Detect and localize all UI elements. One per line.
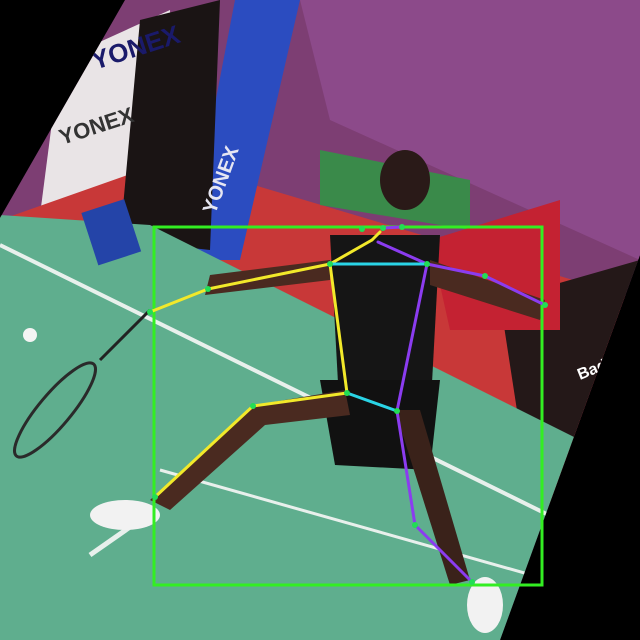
player-back-shoe: [467, 577, 503, 633]
keypoint-left-shoulder: [424, 261, 430, 267]
bone-right-torso: [328, 262, 349, 395]
keypoint-right-knee: [250, 403, 256, 409]
keypoint-left-elbow: [482, 273, 488, 279]
blue-pillar: [185, 0, 300, 260]
keypoint-right-wrist: [147, 309, 153, 315]
bone-left-elbow-wrist: [483, 274, 547, 307]
bone-right-elbow-wrist: [148, 287, 210, 314]
bone-head-neck: [370, 230, 382, 242]
pose-keypoints: [147, 224, 548, 585]
keypoint-left-wrist: [542, 302, 548, 308]
pose-skeleton: [148, 225, 547, 584]
keypoint-left-eye: [399, 224, 405, 230]
bone-left-torso: [395, 262, 429, 413]
bone-left-shin: [413, 523, 474, 584]
bone-left-thigh: [395, 409, 417, 527]
racket-head: [13, 361, 97, 459]
keypoint-right-elbow: [205, 286, 211, 292]
bone-neck-left-shoulder: [376, 240, 429, 266]
bone-head-neck-right: [381, 225, 404, 230]
player-head: [380, 150, 430, 210]
player-front-leg: [150, 390, 350, 510]
keypoint-right-hip: [344, 390, 350, 396]
keypoint-right-ankle: [152, 494, 158, 500]
badminton-player: [90, 150, 545, 633]
keypoint-left-knee: [412, 522, 418, 528]
player-torso: [330, 235, 440, 420]
bone-hips: [345, 391, 399, 413]
player-front-shoe: [90, 500, 160, 530]
bone-neck-right-shoulder: [328, 238, 374, 266]
player-back-leg: [395, 410, 470, 585]
shuttlecock: [23, 328, 37, 342]
court-floor: [0, 215, 640, 640]
racket-handle: [98, 308, 152, 362]
bone-right-shin: [153, 404, 255, 499]
purple-banner: [300, 0, 640, 260]
dark-frame: [120, 0, 220, 250]
keypoint-left-ankle: [469, 579, 475, 585]
player-left-arm: [430, 260, 545, 320]
keypoint-right-shoulder: [327, 261, 333, 267]
keypoint-right-eye: [359, 226, 365, 232]
keypoint-left-hip: [394, 408, 400, 414]
bone-left-shoulder-elbow: [425, 262, 487, 278]
bone-right-thigh: [251, 391, 349, 408]
yonex-bag: [81, 199, 142, 266]
person-bounding-box: [152, 225, 544, 587]
bone-right-shoulder-elbow: [206, 262, 332, 291]
keypoint-nose: [380, 225, 386, 231]
